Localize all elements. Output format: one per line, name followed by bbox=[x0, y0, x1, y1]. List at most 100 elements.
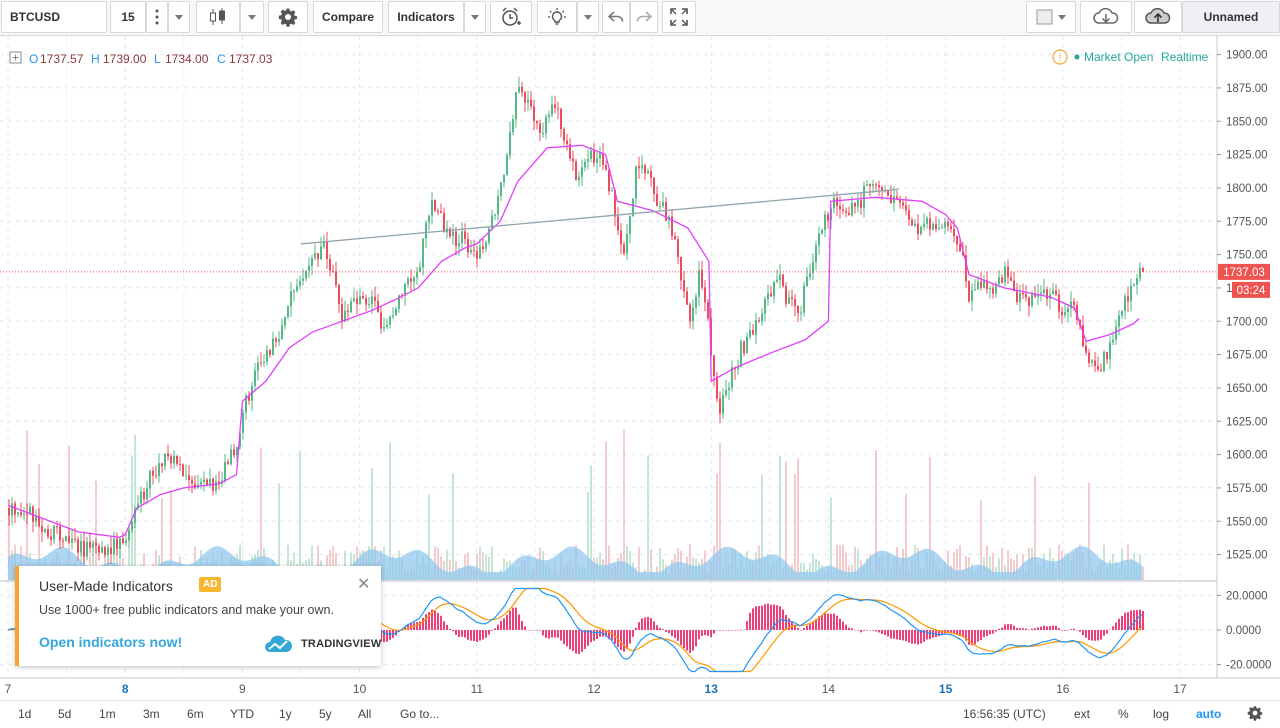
candle-body bbox=[1016, 291, 1018, 303]
candle-body bbox=[875, 184, 877, 186]
candle-body bbox=[920, 227, 922, 235]
range-5d[interactable]: 5d bbox=[58, 707, 72, 721]
layout-name-button[interactable]: Unnamed bbox=[1182, 1, 1280, 33]
candle-body bbox=[296, 285, 298, 291]
range-3m[interactable]: 3m bbox=[143, 707, 160, 721]
candle-body bbox=[56, 526, 58, 528]
candle-body bbox=[272, 338, 274, 355]
range-1m[interactable]: 1m bbox=[99, 707, 116, 721]
svg-text:!: ! bbox=[1059, 53, 1062, 64]
histogram-bar bbox=[734, 630, 736, 631]
histogram-bar bbox=[680, 630, 682, 646]
histogram-bar bbox=[461, 630, 463, 637]
oscillator-axis: -20.0000 0.0000 20.0000 bbox=[1217, 590, 1271, 672]
chart-style-button[interactable] bbox=[196, 1, 240, 33]
histogram-bar bbox=[1019, 628, 1021, 630]
indicators-button[interactable]: Indicators bbox=[388, 1, 464, 33]
volume-bar bbox=[8, 509, 10, 580]
histogram-bar bbox=[746, 621, 748, 630]
candle-body bbox=[242, 412, 244, 433]
utc-clock[interactable]: 16:56:35 (UTC) bbox=[963, 707, 1046, 721]
histogram-bar bbox=[749, 612, 751, 630]
histogram-bar bbox=[785, 614, 787, 630]
log-toggle[interactable]: log bbox=[1153, 707, 1170, 721]
symbol-label: BTCUSD bbox=[10, 10, 60, 24]
range-1d[interactable]: 1d bbox=[18, 707, 32, 721]
candle-body bbox=[461, 231, 463, 244]
range-6m[interactable]: 6m bbox=[187, 707, 204, 721]
histogram-bar bbox=[575, 630, 577, 654]
volume-bar bbox=[317, 545, 319, 580]
histogram-bar bbox=[866, 630, 868, 631]
range-all[interactable]: All bbox=[358, 707, 372, 721]
candle-body bbox=[794, 298, 796, 306]
alert-button[interactable] bbox=[490, 1, 532, 33]
volume-bar bbox=[95, 480, 97, 580]
histogram-bar bbox=[821, 614, 823, 630]
candle-body bbox=[647, 171, 649, 174]
range-5y[interactable]: 5y bbox=[319, 707, 332, 721]
redo-button[interactable] bbox=[630, 1, 658, 33]
compare-button[interactable]: Compare bbox=[313, 1, 383, 33]
indicators-dropdown[interactable] bbox=[464, 1, 486, 33]
interval-button[interactable]: 15 bbox=[110, 1, 146, 33]
more-vertical-icon[interactable] bbox=[146, 1, 168, 33]
gear-icon[interactable] bbox=[1247, 702, 1263, 728]
load-layout-button[interactable] bbox=[1080, 1, 1132, 33]
histogram-bar bbox=[815, 618, 817, 630]
histogram-bar bbox=[1094, 630, 1096, 641]
candle-body bbox=[395, 308, 397, 316]
ideas-button[interactable] bbox=[537, 1, 577, 33]
range-ytd[interactable]: YTD bbox=[230, 707, 254, 721]
histogram-bar bbox=[758, 606, 760, 630]
histogram-bar bbox=[455, 630, 457, 635]
chevron-down-icon bbox=[248, 14, 256, 20]
histogram-bar bbox=[449, 628, 451, 630]
low-label: L bbox=[154, 52, 161, 66]
histogram-bar bbox=[545, 630, 547, 638]
volume-bar bbox=[590, 465, 592, 580]
percent-toggle[interactable]: % bbox=[1118, 707, 1129, 721]
ideas-dropdown[interactable] bbox=[577, 1, 599, 33]
candle-body bbox=[167, 453, 169, 457]
fullscreen-button[interactable] bbox=[662, 1, 696, 33]
candle-body bbox=[599, 153, 601, 159]
candle-body bbox=[638, 166, 640, 169]
candle-body bbox=[965, 255, 967, 282]
price-tick-label: 1525.00 bbox=[1226, 550, 1268, 562]
candle-body bbox=[746, 336, 748, 354]
histogram-bar bbox=[452, 630, 454, 632]
goto-button[interactable]: Go to... bbox=[400, 707, 440, 721]
auto-toggle[interactable]: auto bbox=[1196, 707, 1222, 721]
undo-button[interactable] bbox=[602, 1, 630, 33]
interval-dropdown-button[interactable] bbox=[168, 1, 190, 33]
symbol-search-button[interactable]: BTCUSD bbox=[1, 1, 107, 33]
histogram-bar bbox=[512, 607, 514, 630]
candle-body bbox=[500, 182, 502, 197]
ext-toggle[interactable]: ext bbox=[1074, 707, 1091, 721]
price-tick-label: 1900.00 bbox=[1226, 50, 1268, 62]
candle-body bbox=[170, 456, 172, 464]
histogram-bar bbox=[743, 629, 745, 630]
histogram-bar bbox=[422, 617, 424, 630]
range-1y[interactable]: 1y bbox=[279, 707, 292, 721]
close-icon[interactable]: ✕ bbox=[357, 576, 371, 593]
histogram-bar bbox=[428, 611, 430, 630]
histogram-bar bbox=[1067, 630, 1069, 631]
histogram-bar bbox=[911, 630, 913, 644]
candle-body bbox=[1100, 369, 1102, 372]
candle-body bbox=[977, 281, 979, 290]
candle-body bbox=[269, 349, 271, 355]
candle-body bbox=[1040, 292, 1042, 295]
save-layout-button[interactable] bbox=[1134, 1, 1182, 33]
candle-body bbox=[236, 447, 238, 455]
candle-body bbox=[722, 395, 724, 414]
open-indicators-link[interactable]: Open indicators now! bbox=[39, 634, 183, 650]
candle-body bbox=[758, 320, 760, 322]
chart-style-dropdown[interactable] bbox=[240, 1, 264, 33]
chart-canvas[interactable]: 1525.00 1550.00 1575.00 1600.00 1625.00 1650.… bbox=[0, 36, 1280, 701]
settings-button[interactable] bbox=[268, 1, 308, 33]
candle-body bbox=[245, 395, 247, 413]
candle-body bbox=[377, 300, 379, 313]
snapshot-layout-button[interactable] bbox=[1026, 1, 1076, 33]
